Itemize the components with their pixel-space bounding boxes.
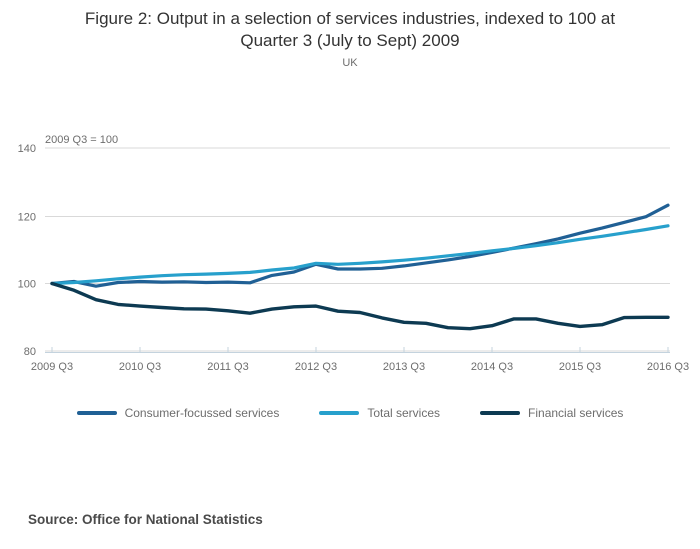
chart-subtitle: UK xyxy=(342,57,358,69)
gridlines xyxy=(45,147,670,352)
series-line-2 xyxy=(50,281,670,331)
legend-label: Consumer-focussed services xyxy=(124,406,280,420)
source-attribution: Source: Office for National Statistics xyxy=(28,512,263,527)
y-axis-label-80: 80 xyxy=(24,346,36,358)
x-axis-label-2010q3: 2010 Q3 xyxy=(119,361,161,373)
legend-item-consumer-focussed-services[interactable]: Consumer-focussed services xyxy=(76,406,280,420)
y-axis-labels: 140 120 100 80 xyxy=(18,143,36,358)
legend-item-total-services[interactable]: Total services xyxy=(319,406,440,420)
chart-title: Figure 2: Output in a selection of servi… xyxy=(0,8,700,52)
x-axis xyxy=(45,347,670,353)
series-line-1 xyxy=(50,224,670,286)
x-axis-label-2013q3: 2013 Q3 xyxy=(383,361,425,373)
series-line-0 xyxy=(50,203,670,288)
total-services-line-swatch-icon xyxy=(319,411,360,415)
y-axis-label-100: 100 xyxy=(18,279,36,291)
series-lines xyxy=(50,203,670,331)
x-axis-label-2012q3: 2012 Q3 xyxy=(295,361,337,373)
x-axis-label-2009q3: 2009 Q3 xyxy=(31,361,73,373)
legend-label: Total services xyxy=(367,406,441,420)
y-axis-label-120: 120 xyxy=(18,212,36,224)
legend-item-financial-services[interactable]: Financial services xyxy=(480,406,623,420)
x-axis-label-2011q3: 2011 Q3 xyxy=(207,361,248,373)
x-axis-label-2016q3: 2016 Q3 xyxy=(647,361,689,373)
chart-title-line-2: Quarter 3 (July to Sept) 2009 xyxy=(240,31,460,50)
y-axis-label-140: 140 xyxy=(18,143,36,155)
x-axis-label-2014q3: 2014 Q3 xyxy=(471,361,513,373)
x-axis-label-2015q3: 2015 Q3 xyxy=(559,361,601,373)
x-axis-labels: 2009 Q3 2010 Q3 2011 Q3 2012 Q3 2013 Q3 … xyxy=(31,361,689,373)
chart-title-line-1: Figure 2: Output in a selection of servi… xyxy=(84,9,616,28)
financial-services-line-swatch-icon xyxy=(480,411,521,415)
y-axis-unit-note: 2009 Q3 = 100 xyxy=(45,134,118,146)
chart-legend: Consumer-focussed services Total service… xyxy=(0,406,700,420)
consumer-focussed-services-line-swatch-icon xyxy=(76,411,117,415)
legend-label: Financial services xyxy=(528,406,624,420)
